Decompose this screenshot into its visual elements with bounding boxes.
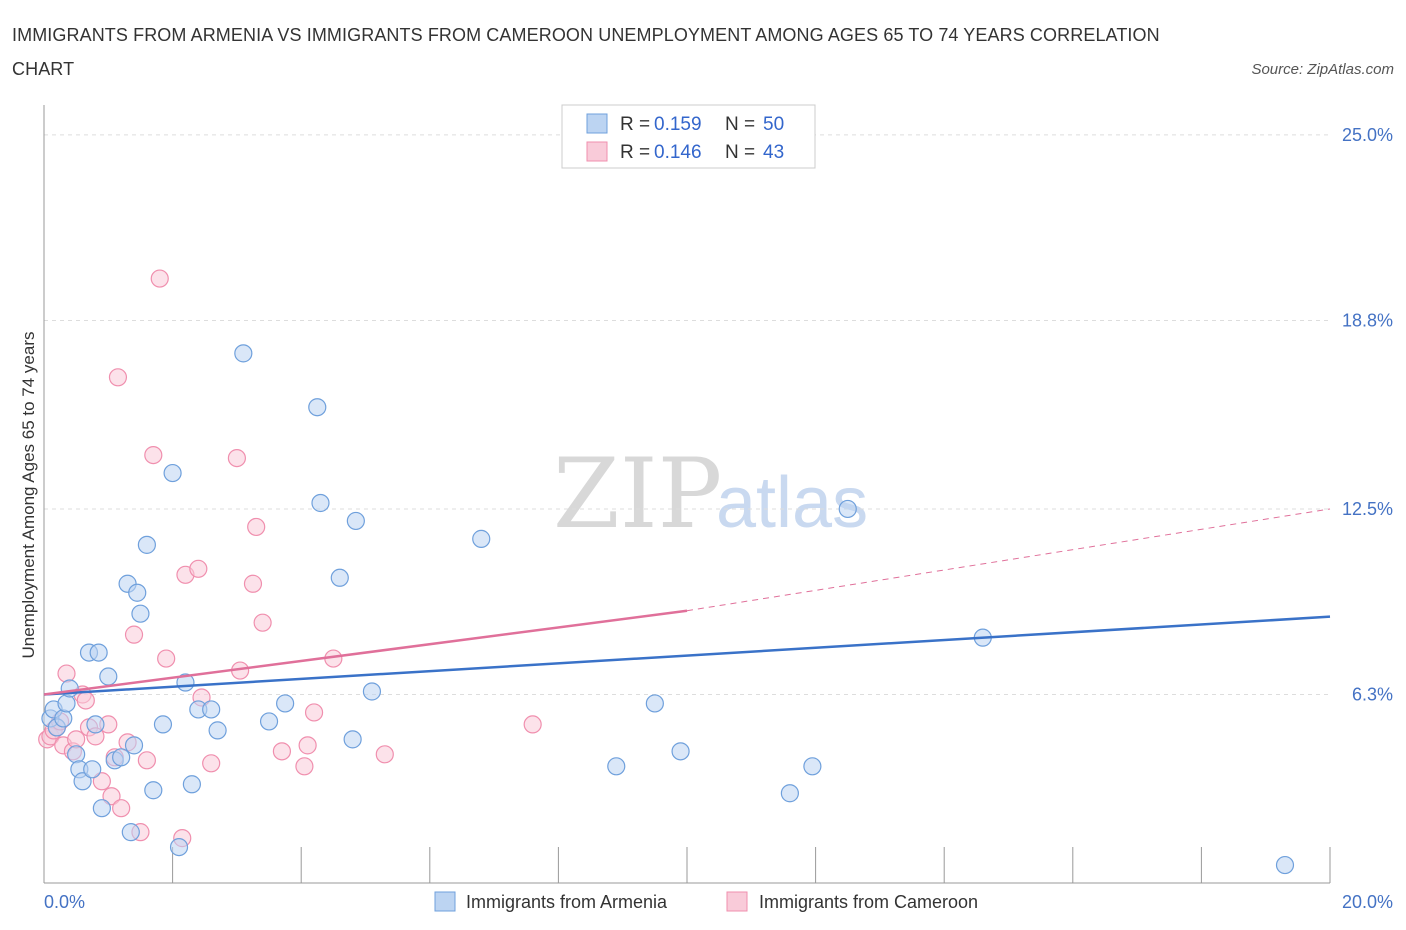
- armenia-point: [83, 760, 102, 779]
- armenia-point: [99, 667, 118, 686]
- cameroon-point: [150, 269, 169, 288]
- armenia-point: [308, 398, 327, 417]
- armenia-point: [202, 700, 221, 719]
- bottom-legend-armenia-swatch: [434, 891, 456, 912]
- armenia-point: [343, 730, 362, 749]
- legend-armenia-r-label: R =: [620, 114, 650, 135]
- y-tick-label: 25.0%: [1342, 125, 1393, 145]
- cameroon-point: [137, 751, 156, 770]
- source-credit: Source: ZipAtlas.com: [1251, 61, 1394, 78]
- armenia-point: [362, 682, 382, 701]
- armenia-point: [169, 837, 189, 857]
- cameroon-trend-line-dashed: [686, 508, 1331, 612]
- armenia-point: [131, 604, 150, 623]
- armenia-point: [86, 715, 105, 734]
- armenia-point: [112, 748, 131, 767]
- armenia-point: [346, 511, 365, 531]
- legend-armenia-n-value: 50: [763, 114, 784, 135]
- cameroon-point: [253, 613, 272, 632]
- armenia-point: [57, 694, 76, 713]
- cameroon-point: [243, 574, 263, 593]
- armenia-point: [89, 643, 108, 662]
- cameroon-points: [38, 269, 542, 848]
- y-tick-label: 6.3%: [1352, 684, 1393, 704]
- legend-cameroon-n-label: N =: [725, 142, 755, 163]
- cameroon-point: [157, 649, 176, 668]
- cameroon-point: [247, 517, 266, 537]
- cameroon-point: [227, 448, 246, 468]
- armenia-point: [54, 709, 73, 728]
- armenia-point: [259, 712, 279, 731]
- legend-armenia-r-value: 0.159: [654, 114, 702, 135]
- bottom-legend-cameroon-label: Immigrants from Cameroon: [759, 892, 978, 912]
- armenia-points: [41, 344, 1295, 875]
- armenia-point: [208, 721, 227, 740]
- y-tick-label: 12.5%: [1342, 499, 1393, 519]
- armenia-point: [92, 799, 111, 818]
- armenia-trend-line-solid: [43, 615, 1331, 696]
- legend-cameroon-n-value: 43: [763, 142, 784, 163]
- armenia-point: [137, 535, 156, 554]
- cameroon-point: [102, 787, 121, 806]
- watermark-zip: ZIP: [553, 438, 722, 550]
- armenia-point: [153, 715, 173, 734]
- armenia-point: [780, 784, 799, 803]
- armenia-point: [330, 568, 349, 587]
- x-ticks: [43, 847, 1331, 883]
- cameroon-point: [375, 745, 394, 764]
- armenia-point: [671, 742, 690, 761]
- armenia-point: [607, 757, 626, 776]
- cameroon-point: [304, 703, 324, 722]
- cameroon-point: [202, 754, 221, 773]
- legend-cameroon-swatch: [586, 141, 608, 162]
- armenia-point: [276, 694, 295, 713]
- armenia-point: [124, 736, 144, 755]
- cameroon-point: [295, 757, 314, 776]
- trend-lines: [43, 508, 1331, 696]
- armenia-point: [234, 344, 253, 363]
- armenia-point: [472, 529, 491, 548]
- armenia-point: [645, 694, 664, 713]
- y-tick-labels: 6.3% 12.5% 18.8% 25.0%: [1342, 125, 1393, 705]
- bottom-legend-cameroon-swatch: [726, 891, 748, 912]
- legend-armenia-swatch: [586, 113, 608, 134]
- armenia-point: [67, 745, 86, 764]
- legend-cameroon-r-label: R =: [620, 142, 650, 163]
- cameroon-point: [76, 691, 95, 710]
- x-tick-label-max: 20.0%: [1342, 892, 1393, 912]
- cameroon-point: [57, 664, 76, 683]
- armenia-point: [803, 757, 822, 776]
- cameroon-point: [144, 446, 163, 465]
- cameroon-point: [298, 736, 317, 755]
- armenia-point: [144, 781, 163, 800]
- chart-title: IMMIGRANTS FROM ARMENIA VS IMMIGRANTS FR…: [12, 25, 1160, 79]
- y-tick-label: 18.8%: [1342, 310, 1393, 330]
- cameroon-trend-line-solid: [43, 609, 688, 696]
- cameroon-point: [124, 625, 144, 644]
- armenia-point: [73, 772, 92, 791]
- armenia-point: [1275, 855, 1295, 875]
- bottom-legend-armenia-label: Immigrants from Armenia: [466, 892, 668, 912]
- x-tick-label-min: 0.0%: [44, 892, 85, 912]
- bottom-legend: Immigrants from Armenia Immigrants from …: [434, 891, 978, 912]
- cameroon-point: [108, 368, 128, 387]
- armenia-point: [182, 775, 201, 794]
- cameroon-point: [272, 742, 292, 761]
- armenia-point: [163, 463, 182, 483]
- legend-cameroon-r-value: 0.146: [654, 142, 702, 163]
- armenia-point: [121, 823, 140, 842]
- legend-armenia-n-label: N =: [725, 114, 755, 135]
- cameroon-point: [189, 559, 208, 578]
- armenia-point: [128, 583, 147, 602]
- cameroon-point: [92, 772, 111, 791]
- y-axis-label: Unemployment Among Ages 65 to 74 years: [19, 332, 38, 659]
- cameroon-point: [112, 799, 131, 818]
- cameroon-point: [523, 715, 542, 734]
- armenia-point: [838, 499, 857, 519]
- armenia-point: [311, 493, 330, 513]
- top-legend: R = 0.159 N = 50 R = 0.146 N = 43: [561, 104, 816, 169]
